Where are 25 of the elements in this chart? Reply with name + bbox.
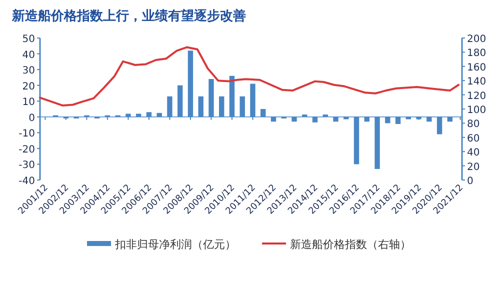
y2-tick-label: 200 (467, 34, 486, 45)
y2-tick-label: 20 (467, 162, 480, 173)
y-tick-label: 30 (22, 66, 35, 77)
y2-tick-label: 40 (467, 148, 480, 159)
y-tick-label: 20 (22, 81, 35, 92)
chart-title: 新造船价格指数上行，业绩有望逐步改善 (11, 8, 246, 24)
y2-tick-label: 160 (467, 62, 486, 74)
line-series (39, 46, 460, 106)
y2-tick-label: 140 (467, 76, 486, 88)
y2-tick-label: 60 (467, 133, 480, 144)
y-tick-label: 50 (22, 34, 35, 45)
y-tick-label: 0 (28, 112, 35, 124)
y-tick-label: -40 (18, 176, 35, 187)
y2-tick-label: 100 (467, 105, 486, 116)
y-tick-label: -10 (18, 128, 35, 140)
y-tick-label: 10 (22, 97, 35, 108)
y-tick-label: -20 (18, 144, 35, 156)
legend-label: 新造船价格指数（右轴） (290, 238, 411, 251)
legend-label: 扣非归母净利润（亿元） (114, 238, 236, 251)
y2-tick-label: 120 (467, 90, 486, 102)
y2-tick-label: 0 (467, 176, 474, 187)
y2-tick-label: 180 (467, 48, 486, 60)
y-tick-label: -30 (18, 160, 35, 172)
y2-tick-label: 80 (467, 119, 480, 130)
y-tick-label: 40 (22, 50, 35, 61)
